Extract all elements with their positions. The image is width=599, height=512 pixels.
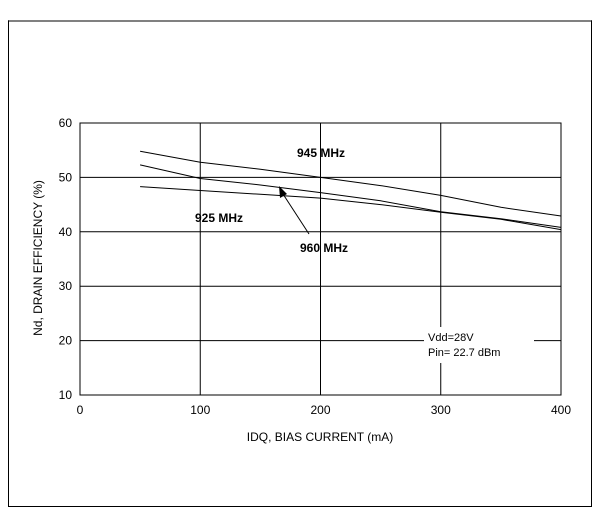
series-line-1 (139, 164, 562, 228)
series-line-2 (140, 186, 562, 231)
plot-frame (79, 122, 562, 396)
x-tick-label: 200 (310, 403, 330, 417)
pointer-arrow-line (282, 193, 310, 235)
x-tick-label: 100 (190, 403, 210, 417)
tick-labels: 0 100 200 300 400 10 20 30 40 50 60 (59, 116, 572, 417)
series-lines (139, 150, 562, 231)
x-tick-label: 300 (431, 403, 451, 417)
y-tick-label: 60 (59, 116, 73, 130)
y-tick-label: 30 (59, 279, 73, 293)
annotation-pin: Pin= 22.7 dBm (428, 347, 500, 359)
x-axis-label: IDQ, BIAS CURRENT (mA) (247, 430, 393, 444)
x-tick-label: 0 (77, 403, 84, 417)
series-label-925: 925 MHz (195, 211, 243, 225)
y-tick-label: 20 (59, 334, 73, 348)
x-tick-label: 400 (551, 403, 571, 417)
y-tick-label: 10 (59, 388, 73, 402)
series-label-960: 960 MHz (300, 241, 348, 255)
annotation-box (424, 327, 534, 363)
series-label-945: 945 MHz (297, 146, 345, 160)
y-tick-label: 50 (59, 170, 73, 184)
pointer-arrow-head (279, 186, 287, 198)
series-line-0 (140, 150, 562, 217)
y-tick-label: 40 (59, 225, 73, 239)
top-clip-background (8, 0, 592, 21)
annotation-vdd: Vdd=28V (428, 332, 474, 344)
y-axis-label: Nd, DRAIN EFFICIENCY (%) (31, 180, 45, 336)
